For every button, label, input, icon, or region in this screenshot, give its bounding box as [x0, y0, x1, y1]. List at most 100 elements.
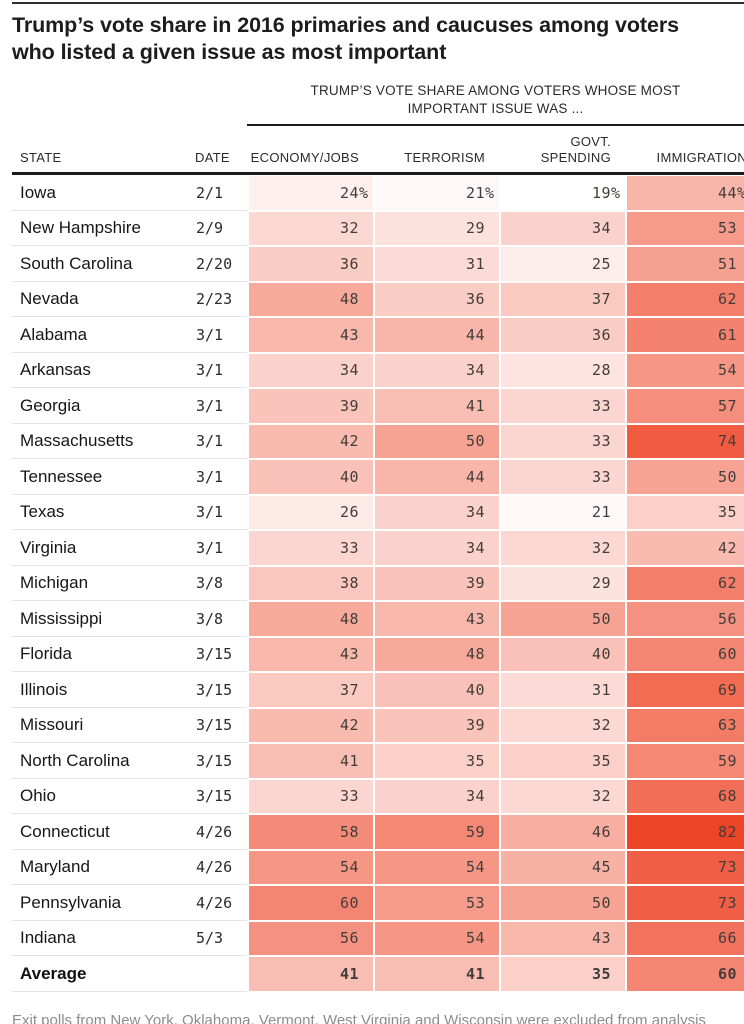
value-cell: 35 — [499, 956, 625, 992]
value-cell: 41 — [373, 388, 499, 424]
state-cell: Florida — [12, 636, 195, 672]
value-cell: 31 — [499, 672, 625, 708]
value-cell: 32 — [499, 778, 625, 814]
date-cell: 2/23 — [195, 281, 247, 317]
value-cell: 62 — [625, 281, 744, 317]
value-cell: 21 — [499, 494, 625, 530]
value-cell: 44% — [625, 175, 744, 211]
value-cell: 42 — [625, 530, 744, 566]
spanner-line-2: IMPORTANT ISSUE WAS ... — [407, 101, 584, 116]
value-cell: 82 — [625, 814, 744, 850]
value-cell: 29 — [373, 210, 499, 246]
value-cell: 34 — [373, 494, 499, 530]
heatmap-table: STATE DATE ECONOMY/JOBS TERRORISM GOVT. … — [12, 126, 744, 992]
table-row: Maryland 4/26 54 54 45 73 — [12, 849, 744, 885]
column-header-state: STATE — [12, 126, 195, 175]
state-cell: Georgia — [12, 388, 195, 424]
value-cell: 25 — [499, 246, 625, 282]
date-cell: 3/15 — [195, 778, 247, 814]
state-cell: Indiana — [12, 920, 195, 956]
value-cell: 41 — [373, 956, 499, 992]
value-cell: 60 — [247, 885, 373, 921]
value-cell: 59 — [373, 814, 499, 850]
value-cell: 41 — [247, 743, 373, 779]
column-header-immigration: IMMIGRATION — [625, 126, 744, 175]
value-cell: 34 — [247, 352, 373, 388]
value-cell: 37 — [247, 672, 373, 708]
date-cell: 2/20 — [195, 246, 247, 282]
value-cell: 54 — [373, 849, 499, 885]
value-cell: 48 — [373, 636, 499, 672]
spanner-line-1: TRUMP’S VOTE SHARE AMONG VOTERS WHOSE MO… — [310, 83, 681, 98]
value-cell: 63 — [625, 707, 744, 743]
value-cell: 74 — [625, 423, 744, 459]
value-cell: 44 — [373, 459, 499, 495]
value-cell: 41 — [247, 956, 373, 992]
column-header-economy-jobs: ECONOMY/JOBS — [247, 126, 373, 175]
value-cell: 19% — [499, 175, 625, 211]
state-cell: Iowa — [12, 175, 195, 211]
date-cell: 3/15 — [195, 743, 247, 779]
value-cell: 33 — [247, 530, 373, 566]
value-cell: 39 — [373, 565, 499, 601]
value-cell: 34 — [373, 778, 499, 814]
value-cell: 60 — [625, 956, 744, 992]
value-cell: 35 — [373, 743, 499, 779]
value-cell: 48 — [247, 601, 373, 637]
value-cell: 33 — [499, 423, 625, 459]
footnote: Exit polls from New York, Oklahoma, Verm… — [12, 1011, 706, 1024]
value-cell: 53 — [373, 885, 499, 921]
date-cell: 3/1 — [195, 423, 247, 459]
date-cell: 5/3 — [195, 920, 247, 956]
value-cell: 73 — [625, 849, 744, 885]
value-cell: 26 — [247, 494, 373, 530]
value-cell: 39 — [247, 388, 373, 424]
state-cell: Texas — [12, 494, 195, 530]
table-row: Arkansas 3/1 34 34 28 54 — [12, 352, 744, 388]
state-cell: Nevada — [12, 281, 195, 317]
value-cell: 50 — [373, 423, 499, 459]
date-cell: 3/1 — [195, 388, 247, 424]
column-header-date: DATE — [195, 126, 247, 175]
date-cell: 4/26 — [195, 885, 247, 921]
value-cell: 53 — [625, 210, 744, 246]
value-cell: 46 — [499, 814, 625, 850]
date-cell: 3/15 — [195, 707, 247, 743]
value-cell: 33 — [499, 459, 625, 495]
value-cell: 43 — [247, 636, 373, 672]
value-cell: 35 — [499, 743, 625, 779]
top-divider — [12, 2, 744, 4]
date-cell: 3/1 — [195, 317, 247, 353]
table-row: Michigan 3/8 38 39 29 62 — [12, 565, 744, 601]
date-cell: 3/8 — [195, 565, 247, 601]
table-row: Indiana 5/3 56 54 43 66 — [12, 920, 744, 956]
state-cell: Massachusetts — [12, 423, 195, 459]
table-row: Mississippi 3/8 48 43 50 56 — [12, 601, 744, 637]
value-cell: 50 — [499, 601, 625, 637]
table-row: New Hampshire 2/9 32 29 34 53 — [12, 210, 744, 246]
table-row: Pennsylvania 4/26 60 53 50 73 — [12, 885, 744, 921]
value-cell: 42 — [247, 707, 373, 743]
value-cell: 39 — [373, 707, 499, 743]
state-cell: Arkansas — [12, 352, 195, 388]
value-cell: 58 — [247, 814, 373, 850]
value-cell: 62 — [625, 565, 744, 601]
value-cell: 38 — [247, 565, 373, 601]
value-cell: 24% — [247, 175, 373, 211]
table-row: Connecticut 4/26 58 59 46 82 — [12, 814, 744, 850]
table-row: Florida 3/15 43 48 40 60 — [12, 636, 744, 672]
table-row: Tennessee 3/1 40 44 33 50 — [12, 459, 744, 495]
column-header-govt-spending: GOVT. SPENDING — [499, 126, 625, 175]
table-row: Massachusetts 3/1 42 50 33 74 — [12, 423, 744, 459]
date-cell: 2/1 — [195, 175, 247, 211]
value-cell: 60 — [625, 636, 744, 672]
value-cell: 35 — [625, 494, 744, 530]
date-cell: 3/8 — [195, 601, 247, 637]
date-cell: 2/9 — [195, 210, 247, 246]
chart-title: Trump’s vote share in 2016 primaries and… — [12, 13, 679, 64]
value-cell: 50 — [625, 459, 744, 495]
value-cell: 28 — [499, 352, 625, 388]
average-row: Average 41 41 35 60 — [12, 956, 744, 992]
